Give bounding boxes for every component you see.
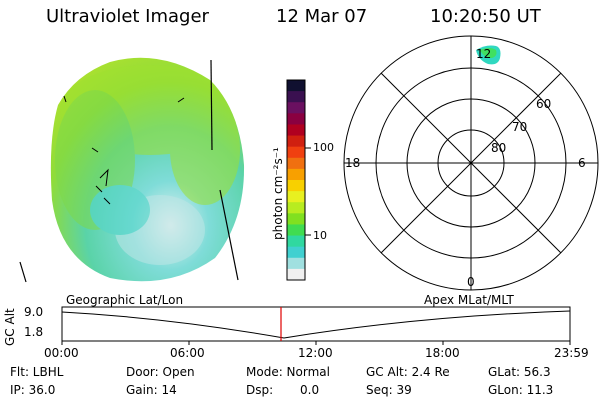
status-seq: Seq: 39 — [366, 383, 412, 397]
colorbar-segment — [287, 202, 305, 214]
limb-tick — [19, 261, 27, 283]
polar-diagonal-2 — [380, 72, 562, 254]
status-gc-alt: GC Alt: 2.4 Re — [366, 365, 450, 379]
status-ip: IP: 36.0 — [10, 383, 56, 397]
gc-alt-tick-9: 9.0 — [24, 305, 44, 319]
lat-label-70: 70 — [512, 120, 528, 134]
colorbar-frame — [286, 79, 306, 281]
gc-alt-axis-label: GC Alt — [3, 308, 17, 346]
colorbar-unit-label: photon cm⁻²s⁻¹ — [271, 147, 285, 240]
status-filter: Flt: LBHL — [10, 365, 64, 379]
auroral-emission — [476, 45, 501, 65]
colorbar-segment — [287, 102, 305, 114]
timeline-panel — [61, 306, 571, 345]
earth-disk-image — [50, 57, 245, 282]
time-tick-06: 06:00 — [170, 346, 205, 360]
mlt-label-6: 6 — [578, 156, 586, 170]
timeline-frame — [61, 306, 571, 342]
colorbar-segment — [287, 113, 305, 125]
mlt-label-18: 18 — [345, 156, 361, 170]
mlt-label-12: 12 — [476, 47, 492, 61]
lat-label-80: 80 — [491, 141, 507, 155]
altitude-curve — [61, 310, 571, 339]
time-tick-12: 12:00 — [298, 346, 333, 360]
date-label: 12 Mar 07 — [276, 6, 368, 27]
status-mode: Mode: Normal — [246, 365, 330, 379]
colorbar-segment — [287, 213, 305, 225]
colorbar-segment — [287, 191, 305, 203]
status-door: Door: Open — [126, 365, 195, 379]
gc-alt-tick-1-8: 1.8 — [24, 325, 44, 339]
terminator-line-upper — [210, 59, 213, 151]
geographic-title: Geographic Lat/Lon — [66, 293, 184, 307]
lat-label-60: 60 — [536, 97, 552, 111]
time-tick-2359: 23:59 — [554, 346, 589, 360]
colorbar-segment — [287, 124, 305, 137]
colorbar-segment — [287, 146, 305, 159]
colorbar-segment — [287, 235, 305, 248]
instrument-title: Ultraviolet Imager — [46, 6, 209, 27]
time-label: 10:20:50 UT — [430, 6, 541, 27]
colorbar-segment — [287, 168, 305, 181]
colorbar-segment — [287, 268, 305, 281]
mlt-label-0: 0 — [467, 275, 475, 289]
status-glon: GLon: 11.3 — [488, 383, 554, 397]
apex-title: Apex MLat/MLT — [424, 293, 514, 307]
colorbar-segment — [287, 224, 305, 237]
colorbar-ticks — [305, 147, 311, 236]
colorbar-segment — [287, 157, 305, 170]
colorbar-segment — [287, 91, 305, 103]
status-gain: Gain: 14 — [126, 383, 177, 397]
status-dsp-value: 0.0 — [300, 383, 320, 397]
status-glat: GLat: 56.3 — [488, 365, 551, 379]
time-tick-18: 18:00 — [425, 346, 460, 360]
colorbar — [286, 79, 306, 281]
terminator-line-lower — [219, 189, 239, 281]
colorbar-tick-10: 10 — [313, 229, 327, 242]
colorbar-segment — [287, 257, 305, 270]
colorbar-segment — [287, 180, 305, 192]
polar-plot — [343, 35, 599, 291]
colorbar-segment — [287, 135, 305, 148]
time-tick-00: 00:00 — [44, 346, 79, 360]
colorbar-segment — [287, 80, 305, 92]
colorbar-tick-100: 100 — [313, 141, 334, 154]
status-dsp: Dsp: — [246, 383, 274, 397]
colorbar-segment — [287, 246, 305, 259]
